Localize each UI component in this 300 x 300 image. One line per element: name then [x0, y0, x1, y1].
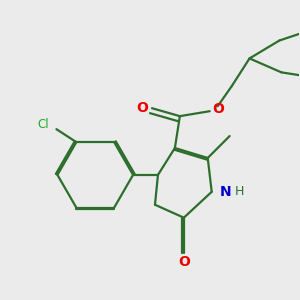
Text: O: O [136, 101, 148, 115]
Text: O: O [213, 102, 225, 116]
Text: O: O [178, 256, 190, 269]
Text: H: H [235, 185, 244, 198]
Text: N: N [220, 185, 232, 199]
Text: Cl: Cl [38, 118, 49, 131]
